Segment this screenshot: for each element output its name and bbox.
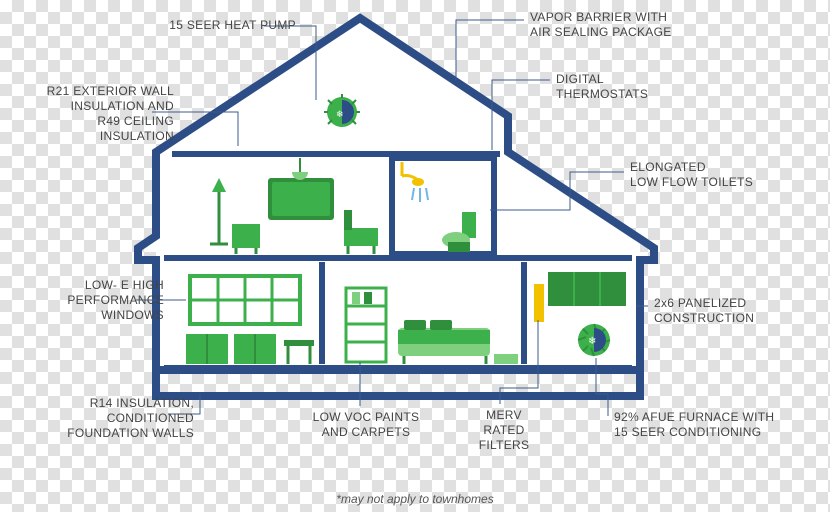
label-toilets: ELONGATED LOW FLOW TOILETS (630, 160, 820, 190)
label-wall-insulation: R21 EXTERIOR WALL INSULATION AND R49 CEI… (24, 84, 174, 144)
svg-text:❄: ❄ (588, 336, 596, 347)
label-thermostats: DIGITAL THERMOSTATS (556, 72, 736, 102)
label-furnace: 92% AFUE FURNACE WITH 15 SEER CONDITIONI… (614, 410, 824, 440)
wall-cabinet (548, 272, 626, 306)
rug (494, 354, 518, 364)
filter-box (534, 284, 544, 322)
footnote: *may not apply to townhomes (0, 492, 830, 506)
diagram-stage: ❄ ❄ (0, 0, 830, 512)
svg-text:❄: ❄ (336, 109, 344, 119)
label-foundation: R14 INSULATION, CONDITIONED FOUNDATION W… (24, 396, 194, 441)
desk (284, 340, 314, 346)
label-panelized: 2x6 PANELIZED CONSTRUCTION (654, 296, 824, 326)
label-windows: LOW- E HIGH PERFORMANCE WINDOWS (24, 278, 164, 323)
label-merv: MERV RATED FILTERS (454, 408, 554, 453)
side-table (232, 224, 260, 248)
hvac-badge-lower: ❄ (578, 324, 610, 356)
window (190, 276, 300, 324)
label-heat-pump: 15 SEER HEAT PUMP (136, 18, 296, 33)
label-low-voc: LOW VOC PAINTS AND CARPETS (286, 410, 446, 440)
label-vapor-barrier: VAPOR BARRIER WITH AIR SEALING PACKAGE (530, 10, 750, 40)
